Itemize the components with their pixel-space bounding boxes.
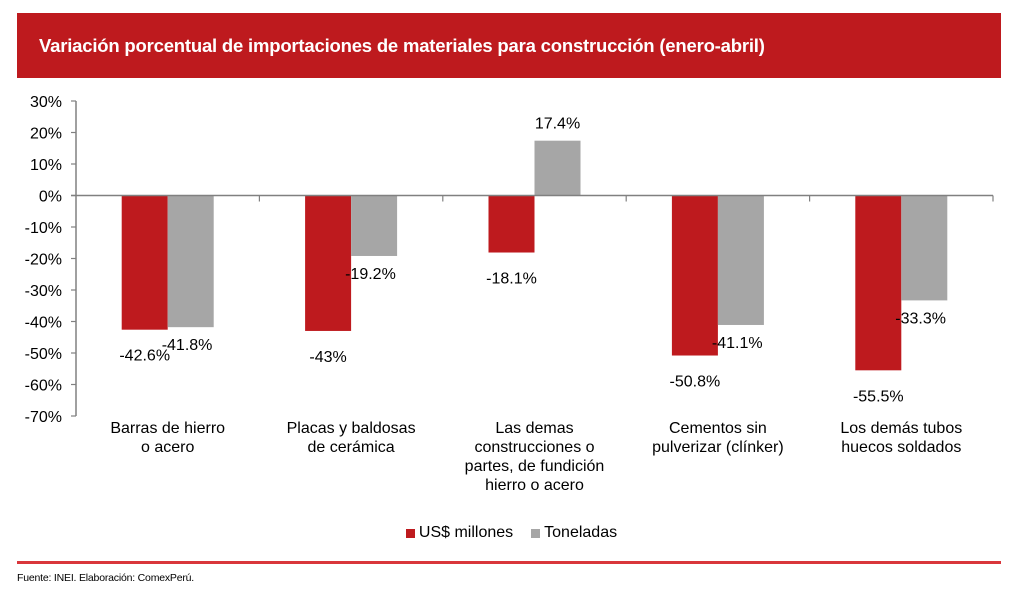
bar-usd — [488, 195, 535, 253]
y-tick-label: -70% — [25, 409, 62, 426]
legend-label: US$ millones — [418, 524, 514, 541]
data-label-toneladas: 17.4% — [535, 116, 580, 133]
data-label-usd: -55.5% — [853, 388, 904, 405]
legend-swatch-gray — [531, 528, 541, 538]
bar-toneladas — [717, 195, 764, 325]
category-label-line: hierro o acero — [485, 477, 584, 494]
bar-usd — [671, 195, 718, 356]
category-label-line: Barras de hierro — [110, 420, 225, 437]
category-label-line: Placas y baldosas — [287, 420, 416, 437]
legend-label: Toneladas — [544, 524, 618, 541]
bars — [121, 140, 948, 371]
category-label-line: Las demas — [495, 420, 573, 437]
legend: US$ millones Toneladas — [0, 524, 1023, 542]
y-tick-label: -60% — [25, 378, 62, 395]
bar-usd — [305, 195, 352, 331]
category-label: Los demás tubos huecos soldados — [840, 420, 962, 456]
legend-swatch-red — [405, 528, 415, 538]
data-label-toneladas: -41.8% — [162, 337, 213, 354]
bar-usd — [121, 195, 168, 330]
y-axis: 30% 20% 10% 0% -10% -20% -30% -40% -50% -60% -70% — [25, 94, 77, 426]
category-label-line: pulverizar (clínker) — [652, 439, 784, 456]
category-label-line: construcciones o — [474, 439, 594, 456]
category-label-line: huecos soldados — [841, 439, 961, 456]
chart-title-banner: Variación porcentual de importaciones de… — [17, 13, 1001, 78]
y-tick-label: 0% — [39, 189, 62, 206]
data-label-usd: -43% — [309, 349, 346, 366]
category-label-line: de cerámica — [308, 439, 395, 456]
legend-item-usd: US$ millones — [405, 524, 514, 542]
category-label: Barras de hierro o acero — [110, 420, 225, 456]
data-label-toneladas: -41.1% — [712, 335, 763, 352]
bar-toneladas — [351, 195, 398, 256]
category-labels: Barras de hierro o acero Placas y baldosas… — [110, 420, 962, 494]
y-tick-label: 20% — [30, 126, 62, 143]
y-tick-label: -30% — [25, 283, 62, 300]
y-tick-label: -20% — [25, 252, 62, 269]
bar-chart: 30%20%10%0%-10%-20%-30%-40%-50%-60%-70% … — [25, 94, 994, 494]
data-label-usd: -18.1% — [486, 271, 537, 288]
y-tick-label: -40% — [25, 315, 62, 332]
bar-toneladas — [167, 195, 214, 328]
y-tick-label: -50% — [25, 346, 62, 363]
y-tick-label: -10% — [25, 220, 62, 237]
bar-usd — [855, 195, 902, 371]
source-note: Fuente: INEI. Elaboración: ComexPerú. — [17, 572, 195, 584]
bar-toneladas — [534, 140, 581, 196]
category-label-line: partes, de fundición — [465, 458, 605, 475]
data-label-usd: -42.6% — [119, 348, 170, 365]
data-label-toneladas: -33.3% — [895, 310, 946, 327]
data-label-usd: -50.8% — [670, 374, 721, 391]
category-label-line: Los demás tubos — [840, 420, 962, 437]
category-label-line: Cementos sin — [669, 420, 767, 437]
y-tick-label: 30% — [30, 94, 62, 111]
category-label: Las demas construcciones o partes, de fund… — [465, 420, 605, 494]
y-tick-label: 10% — [30, 157, 62, 174]
category-label: Cementos sin pulverizar (clínker) — [652, 420, 784, 456]
data-label-toneladas: -19.2% — [345, 266, 396, 283]
category-label-line: o acero — [141, 439, 194, 456]
chart-title: Variación porcentual de importaciones de… — [39, 35, 765, 56]
x-axis — [71, 194, 994, 202]
bar-toneladas — [901, 195, 948, 301]
footer-divider — [17, 561, 1001, 564]
legend-item-toneladas: Toneladas — [531, 524, 617, 542]
data-labels: -42.6% -43% -18.1% -50.8% -55.5% -41.8% -19.2%… — [119, 116, 946, 406]
category-label: Placas y baldosas de cerámica — [287, 420, 416, 456]
